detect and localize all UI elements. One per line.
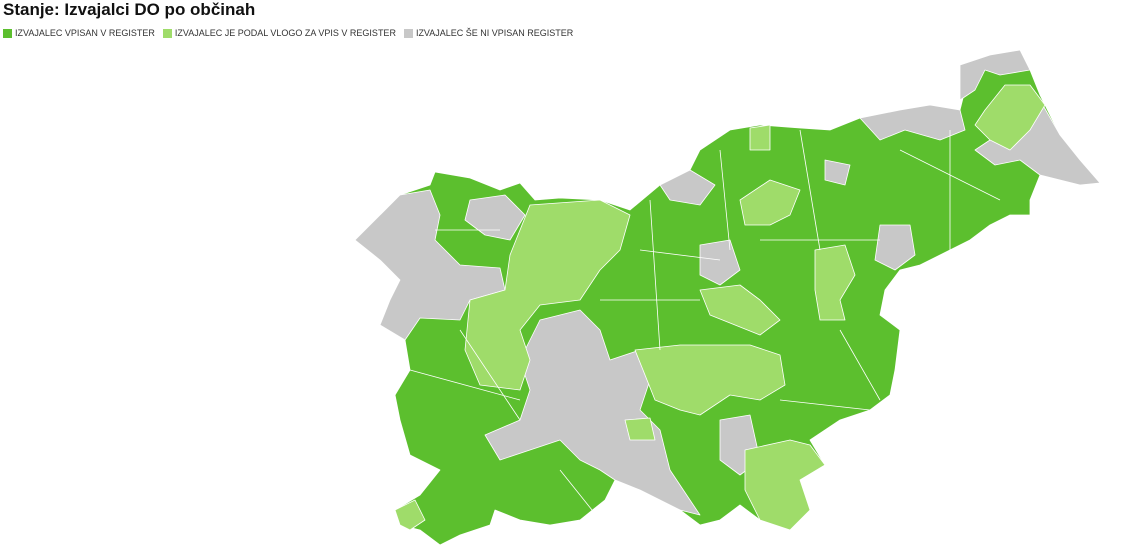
legend-swatch (3, 28, 12, 38)
municipality-applied[interactable] (624, 417, 656, 441)
legend-item-registered[interactable]: IZVAJALEC VPISAN V REGISTER (3, 28, 155, 38)
legend-item-not-registered[interactable]: IZVAJALEC ŠE NI VPISAN REGISTER (403, 28, 574, 38)
legend-label: IZVAJALEC JE PODAL VLOGO ZA VPIS V REGIS… (174, 28, 396, 38)
municipality-applied[interactable] (699, 284, 781, 336)
municipality-applied[interactable] (634, 344, 786, 416)
municipality-applied[interactable] (739, 179, 801, 226)
municipality-not-registered[interactable] (699, 239, 741, 286)
legend-swatch (403, 28, 413, 38)
legend: IZVAJALEC VPISAN V REGISTER IZVAJALEC JE… (3, 28, 573, 38)
municipality-not-registered[interactable] (484, 309, 701, 516)
map-title: Stanje: Izvajalci DO po občinah (3, 0, 256, 19)
municipality-borders (409, 129, 1001, 521)
legend-swatch (162, 28, 172, 38)
municipality-not-registered[interactable] (874, 224, 916, 271)
legend-label: IZVAJALEC VPISAN V REGISTER (15, 28, 155, 38)
municipality-not-registered[interactable] (659, 169, 716, 206)
legend-label: IZVAJALEC ŠE NI VPISAN REGISTER (415, 28, 574, 38)
municipality-applied[interactable] (744, 439, 826, 531)
legend-item-applied[interactable]: IZVAJALEC JE PODAL VLOGO ZA VPIS V REGIS… (162, 28, 396, 38)
municipality-applied[interactable] (394, 499, 426, 531)
municipality-not-registered[interactable] (859, 104, 966, 141)
municipality-not-registered[interactable] (464, 194, 526, 241)
municipality-applied[interactable] (464, 199, 631, 391)
municipality-not-registered[interactable] (824, 159, 851, 186)
municipality-not-registered[interactable] (959, 49, 1031, 101)
municipality-applied[interactable] (749, 124, 771, 151)
municipality-applied[interactable] (974, 84, 1046, 151)
municipality-applied[interactable] (814, 244, 856, 321)
